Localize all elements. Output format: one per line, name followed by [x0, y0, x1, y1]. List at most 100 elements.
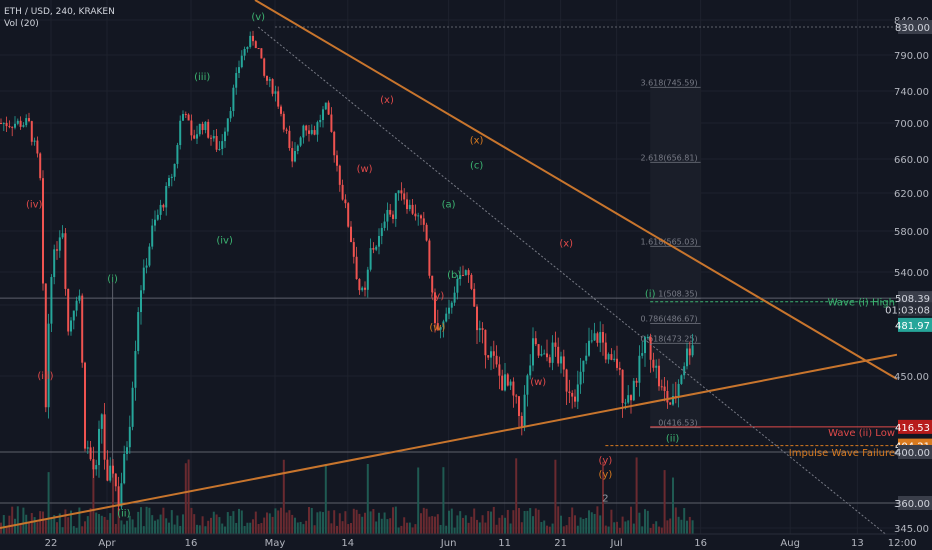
candle-body [361, 287, 364, 291]
time-tick-label: May [265, 538, 286, 549]
candle-body [683, 366, 686, 376]
volume-bar [450, 508, 453, 534]
volume-bar [627, 520, 630, 534]
volume-bar [442, 467, 445, 534]
volume-bar [266, 512, 268, 534]
candle-body [114, 473, 117, 487]
candle-body [92, 459, 95, 470]
candle-body [618, 367, 621, 370]
level-annotation: Impulse Wave Failure [789, 448, 895, 459]
candle-body [103, 414, 106, 460]
volume-bar [218, 517, 221, 534]
candle-body [218, 148, 221, 150]
volume-bar [490, 511, 492, 534]
dotted-trendline [257, 26, 886, 535]
volume-bar [576, 525, 579, 534]
candle-body [588, 340, 590, 356]
candle-body [229, 111, 232, 119]
candle-body [271, 79, 274, 94]
time-tick-label: 14 [341, 538, 354, 549]
candle-body [663, 386, 666, 391]
volume-bar [691, 520, 694, 534]
candle-body [448, 307, 450, 314]
candle-body [649, 336, 652, 360]
candle-body [534, 338, 537, 345]
wave-label: (iv) [26, 199, 43, 210]
price-tag-label: 830.00 [895, 23, 930, 34]
volume-bar [392, 507, 394, 534]
candle-body [506, 374, 509, 386]
candle-body [593, 333, 596, 341]
wave-label: (x) [470, 136, 484, 147]
candle-body [498, 364, 501, 376]
candle-body [417, 215, 420, 217]
volume-bar [400, 525, 403, 534]
volume-bar [238, 508, 240, 534]
wave-label: (iii) [194, 72, 210, 83]
candle-body [36, 140, 39, 154]
price-tick-label: 540.00 [894, 268, 929, 279]
volume-bar [616, 521, 618, 534]
volume-bar [140, 507, 142, 534]
trendlines [0, 0, 898, 535]
time-axis[interactable]: 22 Apr 16 May 14 Jun 11 21 Jul 16 Aug 13 12:00 [0, 533, 917, 549]
volume-bar [299, 521, 302, 534]
wave-label: (y) [599, 455, 613, 466]
time-tick-label: 16 [694, 538, 707, 549]
candle-body [154, 219, 156, 226]
volume-bar [548, 526, 551, 534]
volume-bar [403, 517, 406, 534]
price-tag-label: 400.00 [895, 448, 930, 459]
candle-body [565, 369, 568, 392]
volume-bar [215, 514, 218, 534]
candle-body [526, 375, 529, 395]
candle-body [644, 337, 646, 354]
candle-body [646, 336, 649, 338]
candle-body [282, 113, 285, 130]
candle-body [529, 365, 532, 376]
candle-body [672, 396, 674, 405]
volume-bar [562, 526, 565, 534]
volume-bar [224, 526, 226, 534]
volume-bar [358, 513, 361, 534]
candle-body [86, 447, 89, 449]
price-tag [898, 419, 932, 434]
candle-body [212, 136, 215, 139]
volume-bar [64, 509, 67, 534]
candle-body [613, 358, 616, 360]
volume-bar [366, 463, 369, 534]
candle-body [462, 275, 464, 277]
volume-bar [190, 507, 193, 534]
volume-bar [226, 512, 229, 534]
candle-body [548, 357, 551, 363]
candle-body [576, 384, 579, 402]
volume-bar [47, 472, 50, 534]
volume-bar [487, 511, 490, 534]
candle-body [520, 416, 523, 428]
wave-label: (w) [429, 323, 445, 334]
volume-bar [142, 526, 145, 534]
volume-bar [109, 513, 112, 534]
volume-bar [652, 523, 655, 534]
volume-bar [184, 463, 187, 534]
price-tag-label: 481.97 [895, 321, 930, 332]
price-tag [898, 302, 932, 317]
ascending-trendline [0, 353, 898, 529]
wave-label: (w) [357, 164, 373, 175]
candle-body [439, 327, 442, 330]
volume-bar [565, 525, 568, 534]
candle-body [19, 120, 22, 127]
candle-body [224, 131, 226, 142]
candle-body [543, 353, 546, 355]
candle-body [56, 249, 58, 251]
volume-bar [58, 513, 61, 534]
candle-body [184, 114, 187, 116]
volume-bar [501, 515, 504, 534]
candle-body [635, 380, 638, 383]
volume-bar [364, 512, 366, 534]
volume-bar [322, 512, 324, 534]
candle-body [294, 151, 296, 162]
candle-body [291, 148, 294, 162]
candle-body [660, 386, 663, 388]
